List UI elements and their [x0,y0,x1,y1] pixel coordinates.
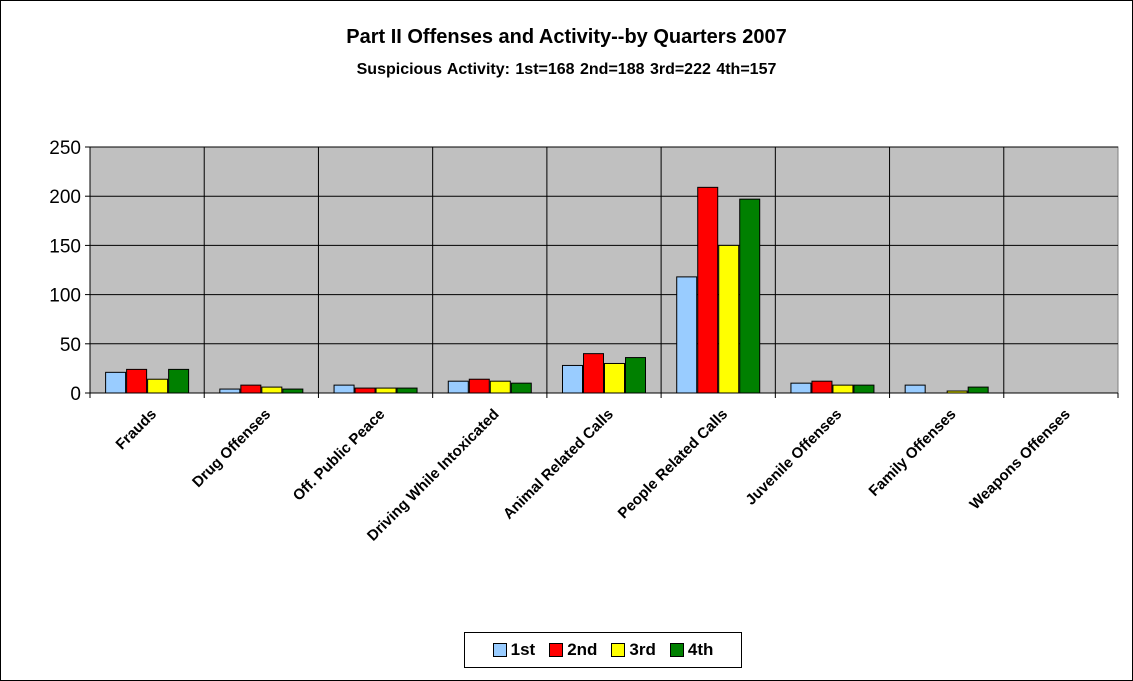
x-tick-label-driving-while-intoxicated: Driving While Intoxicated [364,406,503,545]
bar-1st-animal-related-calls [562,364,583,394]
bar-4th-frauds [168,368,190,394]
legend-label: 3rd [629,640,656,659]
plot-area [89,146,1119,394]
legend-item-2nd: 2nd [549,640,597,660]
bar-1st-frauds [105,371,127,394]
x-tick-label-weapons-offenses: Weapons Offenses [966,406,1073,513]
bar-3rd-juvenile-offenses [832,384,854,394]
x-tick-label-animal-related-calls: Animal Related Calls [500,406,617,523]
y-tick-label-4: 200 [49,187,81,208]
legend-label: 1st [510,640,536,659]
legend-swatch [669,643,684,657]
bar-1st-family-offenses [904,384,926,394]
legend-swatch [549,643,564,657]
bar-3rd-driving-while-intoxicated [489,380,511,394]
legend-item-1st: 1st [492,640,536,660]
y-tick-label-5: 250 [49,138,81,159]
bar-3rd-drug-offenses [261,386,283,394]
bar-2nd-off-public-peace [354,387,376,394]
bar-2nd-driving-while-intoxicated [468,378,490,394]
bar-3rd-people-related-calls [718,244,740,394]
x-tick-label-family-offenses: Family Offenses [866,406,960,500]
legend-item-4th: 4th [669,640,714,660]
x-tick-label-people-related-calls: People Related Calls [615,406,731,522]
chart-legend: 1st 2nd 3rd 4th [464,632,742,668]
y-tick-label-1: 50 [60,335,81,356]
bar-1st-driving-while-intoxicated [447,380,469,394]
y-tick-label-0: 0 [70,384,81,405]
legend-item-3rd: 3rd [611,640,656,660]
chart-title: Part II Offenses and Activity--by Quarte… [346,26,787,48]
bar-1st-juvenile-offenses [790,382,812,394]
x-tick-label-drug-offenses: Drug Offenses [189,406,274,491]
bar-2nd-people-related-calls [697,186,719,394]
bar-2nd-animal-related-calls [583,353,604,394]
bar-4th-family-offenses [967,386,989,394]
bar-2nd-juvenile-offenses [811,380,833,394]
legend-label: 4th [687,640,714,659]
bar-3rd-animal-related-calls [604,362,625,394]
chart-subtitle: Suspicious Activity: 1st=168 2nd=188 3rd… [356,61,777,78]
bar-4th-juvenile-offenses [853,384,875,394]
legend-swatch [611,643,626,657]
bar-4th-people-related-calls [739,198,761,394]
x-tick-label-frauds: Frauds [113,406,160,453]
y-tick-label-2: 100 [49,286,81,307]
bar-2nd-drug-offenses [240,384,262,394]
bar-4th-animal-related-calls [625,357,646,394]
bar-1st-off-public-peace [333,384,355,394]
y-tick-label-3: 150 [49,236,81,257]
bar-3rd-off-public-peace [375,387,397,394]
bar-3rd-frauds [147,378,169,394]
legend-swatch [492,643,507,657]
x-tick-label-juvenile-offenses: Juvenile Offenses [742,406,845,509]
x-tick-label-off-public-peace: Off. Public Peace [290,406,389,505]
bar-4th-drug-offenses [282,388,304,394]
bar-2nd-frauds [126,368,148,394]
bar-4th-driving-while-intoxicated [510,382,532,394]
bar-1st-drug-offenses [219,388,241,394]
bar-1st-people-related-calls [676,276,698,394]
bar-3rd-family-offenses [946,390,968,394]
legend-label: 2nd [567,640,598,659]
bar-4th-off-public-peace [396,387,418,394]
